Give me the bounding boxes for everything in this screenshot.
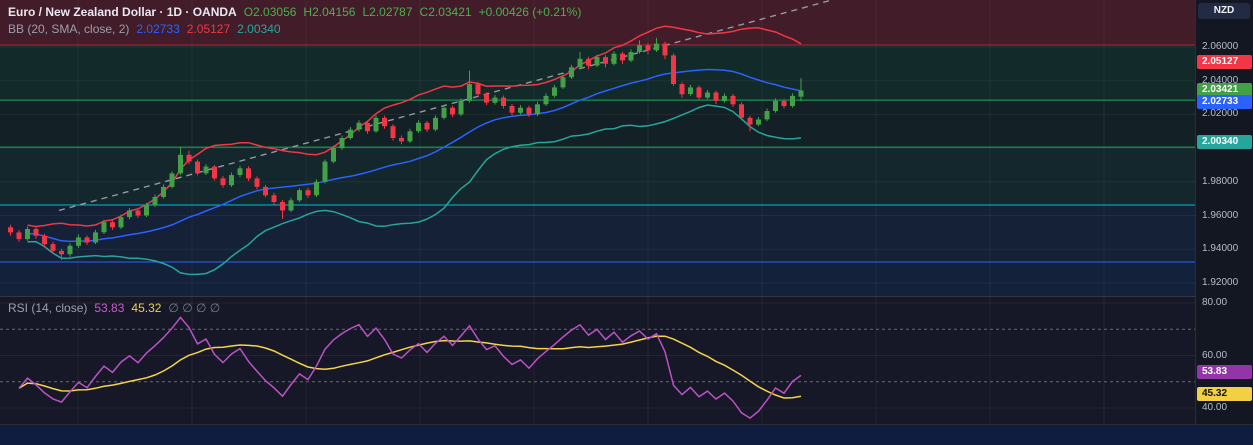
rsi-label: RSI (14, close) <box>8 301 88 315</box>
rsi-empty-values: ∅ ∅ ∅ ∅ <box>168 301 221 315</box>
bb-label: BB (20, SMA, close, 2) <box>8 22 130 36</box>
axis-label: 1.96000 <box>1202 209 1239 221</box>
axis-price-badge: 45.32 <box>1197 387 1252 402</box>
rsi-pane-layer <box>18 316 802 420</box>
rsi-legend-row[interactable]: RSI (14, close) 53.83 45.32 ∅ ∅ ∅ ∅ <box>8 301 220 315</box>
bb-upper-value: 2.05127 <box>186 22 231 36</box>
axis-price-badge: 2.02733 <box>1197 95 1252 110</box>
ohlc-open: O2.03056 <box>243 5 297 19</box>
symbol-legend-row[interactable]: Euro / New Zealand Dollar · 1D · OANDA O… <box>8 5 581 19</box>
axis-price-badge: 53.83 <box>1197 364 1252 379</box>
axis-label: 1.92000 <box>1202 276 1239 288</box>
axis-label: 60.00 <box>1202 349 1228 361</box>
axis-label: 80.00 <box>1202 297 1228 308</box>
axis-price-badge: 2.05127 <box>1197 54 1252 69</box>
ohlc-close: C2.03421 <box>419 5 472 19</box>
axis-price-badge: 2.03421 <box>1197 83 1252 98</box>
candles-layer <box>8 37 804 261</box>
bb-basis-value: 2.02733 <box>136 22 180 36</box>
axis-price-badge: 2.00340 <box>1197 135 1252 150</box>
symbol-title: Euro / New Zealand Dollar · 1D · OANDA <box>8 5 237 19</box>
time-axis[interactable] <box>0 424 1253 445</box>
bb-lower-value: 2.00340 <box>237 22 281 36</box>
bb-legend-row[interactable]: BB (20, SMA, close, 2) 2.02733 2.05127 2… <box>8 22 281 36</box>
chart-canvas[interactable] <box>0 0 1195 424</box>
axis-label: 2.04000 <box>1202 74 1239 86</box>
axis-label: 40.00 <box>1202 402 1228 413</box>
axis-label: 2.02000 <box>1202 108 1239 120</box>
rsi-ma-value: 45.32 <box>131 301 162 315</box>
price-axis[interactable]: NZD 2.06000 2.04000 2.02000 1.98000 1.96000 1… <box>1195 0 1253 424</box>
rsi-value: 53.83 <box>94 301 125 315</box>
main-pane-layer <box>8 0 833 276</box>
axis-label: 1.94000 <box>1202 243 1239 255</box>
change-value: +0.00426 (+0.21%) <box>478 5 582 19</box>
axis-label: 1.98000 <box>1202 175 1239 187</box>
pane-divider[interactable] <box>0 296 1253 297</box>
ohlc-high: H2.04156 <box>303 5 356 19</box>
ohlc-low: L2.02787 <box>362 5 413 19</box>
currency-button[interactable]: NZD <box>1198 3 1250 19</box>
axis-label: 2.06000 <box>1202 41 1239 52</box>
